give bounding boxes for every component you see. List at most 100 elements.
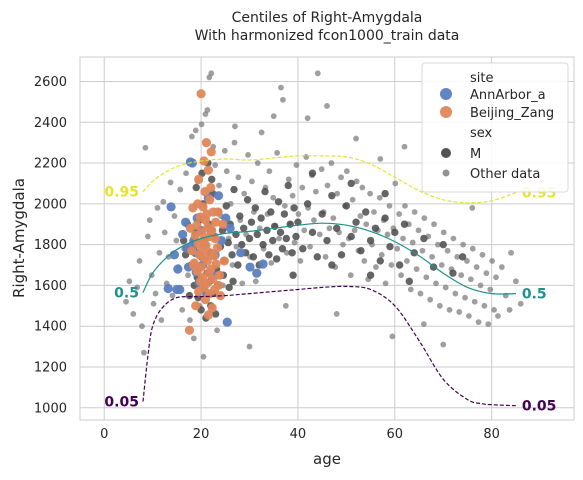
point-m — [274, 198, 283, 206]
point-annarbor-a — [172, 284, 182, 295]
point-other-data — [167, 179, 174, 186]
point-m — [249, 253, 258, 261]
point-beijing-zang — [193, 238, 203, 249]
point-m — [253, 230, 261, 239]
point-m — [294, 218, 302, 226]
centile-label-left-0-95: 0.95 — [104, 185, 139, 201]
x-axis-ticks: 0 20 40 60 80 — [100, 427, 500, 442]
point-other-data — [435, 241, 441, 248]
point-other-data — [450, 235, 457, 242]
point-beijing-zang — [206, 147, 216, 157]
centile-curves — [142, 155, 517, 407]
point-m — [288, 249, 296, 257]
point-beijing-zang — [190, 230, 200, 241]
point-m — [236, 212, 244, 220]
point-beijing-zang — [212, 243, 223, 253]
point-other-data — [221, 147, 228, 154]
legend-label-annarbor: AnnArbor_a — [470, 88, 546, 103]
x-axis-label: age — [313, 450, 341, 468]
legend-box — [421, 62, 569, 193]
point-other-data — [382, 280, 389, 287]
point-beijing-zang — [199, 156, 209, 166]
point-m — [381, 214, 389, 222]
chart-title-line-2: With harmonized fcon1000_train data — [195, 28, 460, 44]
x-tick-label: 20 — [193, 427, 210, 442]
point-other-data — [303, 154, 310, 160]
point-m — [400, 220, 409, 228]
point-m — [272, 255, 281, 263]
point-other-data — [266, 168, 273, 175]
point-other-data — [475, 319, 482, 326]
centile-label-right-0-05: 0.05 — [522, 399, 557, 415]
point-other-data — [419, 247, 426, 254]
point-other-data — [179, 306, 186, 313]
point-other-data — [413, 266, 420, 272]
point-other-data — [363, 221, 370, 228]
point-other-data — [421, 215, 428, 222]
point-other-data — [239, 280, 246, 287]
point-other-data — [498, 264, 505, 270]
point-other-data — [462, 294, 468, 301]
y-tick-label: 1800 — [34, 238, 67, 253]
point-other-data — [246, 343, 253, 350]
point-beijing-zang — [200, 186, 210, 197]
point-other-data — [349, 196, 356, 203]
y-axis-label: Right-Amygdala — [10, 178, 28, 298]
point-beijing-zang — [200, 215, 211, 225]
point-annarbor-a — [245, 262, 255, 272]
point-other-data — [276, 235, 282, 242]
point-other-data — [274, 149, 281, 156]
centile-line-0-5 — [142, 222, 516, 295]
point-other-data — [438, 262, 445, 268]
point-m — [347, 232, 355, 241]
point-beijing-zang — [207, 303, 217, 313]
point-other-data — [241, 190, 248, 197]
point-other-data — [471, 298, 478, 305]
point-other-data — [517, 300, 524, 307]
y-tick-label: 1200 — [34, 360, 67, 375]
point-m — [265, 251, 273, 259]
point-beijing-zang — [209, 251, 219, 261]
point-other-data — [466, 313, 472, 319]
point-other-data — [216, 182, 222, 189]
point-beijing-zang — [218, 219, 228, 229]
point-other-data — [481, 302, 488, 309]
point-m — [458, 253, 467, 261]
point-other-data — [371, 209, 377, 215]
point-other-data — [506, 306, 513, 313]
point-m — [259, 240, 267, 249]
point-m — [366, 236, 375, 245]
point-other-data — [198, 121, 205, 128]
point-other-data — [357, 213, 364, 219]
point-other-data — [152, 290, 159, 297]
point-m — [405, 277, 414, 286]
point-m — [303, 200, 312, 208]
point-m — [245, 234, 254, 243]
y-tick-label: 1000 — [34, 401, 67, 416]
point-other-data — [442, 284, 449, 291]
point-other-data — [489, 258, 496, 264]
point-annarbor-a — [166, 202, 176, 212]
point-other-data — [314, 70, 321, 77]
point-m — [439, 240, 447, 249]
y-tick-label: 2000 — [34, 197, 67, 212]
centile-line-0-05 — [142, 285, 516, 407]
point-other-data — [512, 278, 519, 285]
point-m — [323, 236, 331, 245]
point-other-data — [404, 258, 410, 264]
point-other-data — [340, 241, 346, 248]
point-beijing-zang — [188, 260, 198, 270]
point-other-data — [233, 243, 240, 250]
point-m — [332, 224, 341, 233]
point-m — [352, 218, 360, 226]
point-beijing-zang — [194, 174, 204, 184]
point-other-data — [212, 162, 219, 168]
point-other-data — [289, 192, 296, 199]
point-other-data — [493, 274, 499, 281]
point-m — [276, 228, 285, 237]
point-other-data — [123, 298, 129, 305]
point-other-data — [322, 253, 329, 260]
point-m — [366, 271, 375, 279]
point-other-data — [396, 211, 403, 217]
point-other-data — [508, 249, 514, 256]
